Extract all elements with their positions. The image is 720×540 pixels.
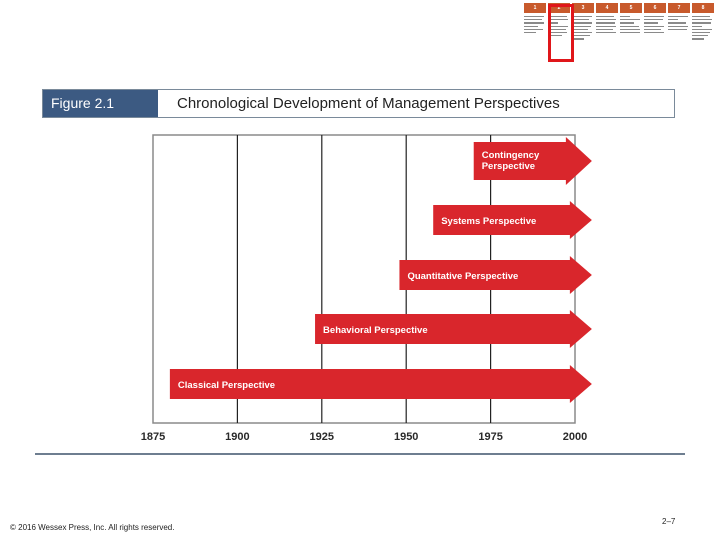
tick-label-1875: 1875 <box>141 431 165 443</box>
objective-5-header: 5 <box>620 3 642 13</box>
objective-3-header: 3 <box>572 3 594 13</box>
objective-4-text <box>596 16 618 35</box>
current-objective-highlight <box>548 4 574 62</box>
quantitative-perspective-arrow <box>399 256 592 294</box>
figure-title-bar: Figure 2.1 Chronological Development of … <box>42 89 675 118</box>
tick-label-1975: 1975 <box>478 431 502 443</box>
objective-8-text <box>692 16 714 42</box>
contingency-perspective-label-1: Contingency <box>482 150 540 161</box>
objective-2-text <box>548 16 570 38</box>
footer-divider <box>35 453 685 455</box>
objective-6-text <box>644 16 666 35</box>
objective-2-header: 2 <box>548 3 570 13</box>
figure-label: Figure 2.1 <box>43 90 158 117</box>
tick-label-2000: 2000 <box>563 431 587 443</box>
objective-6-header: 6 <box>644 3 666 13</box>
behavioral-perspective-arrow <box>315 310 592 348</box>
objective-5-text <box>620 16 642 35</box>
classical-perspective-arrow <box>169 365 592 403</box>
objective-8-header: 8 <box>692 3 714 13</box>
copyright-notice: © 2016 Wessex Press, Inc. All rights res… <box>10 523 175 532</box>
objective-4-header: 4 <box>596 3 618 13</box>
quantitative-perspective-label: Quantitative Perspective <box>407 271 518 282</box>
contingency-perspective-label-2: Perspective <box>482 161 535 172</box>
tick-label-1950: 1950 <box>394 431 418 443</box>
behavioral-perspective-label: Behavioral Perspective <box>323 325 428 336</box>
learning-objectives-strip: 1 2 3 4 5 6 7 8 <box>524 3 714 53</box>
objective-1-header: 1 <box>524 3 546 13</box>
objective-7-text <box>668 16 690 32</box>
contingency-perspective-arrow <box>473 137 592 185</box>
systems-perspective-label: Systems Perspective <box>441 216 536 227</box>
classical-perspective-label: Classical Perspective <box>178 380 275 391</box>
objective-3-text <box>572 16 594 42</box>
figure-title: Chronological Development of Management … <box>177 95 560 112</box>
tick-label-1925: 1925 <box>310 431 334 443</box>
tick-label-1900: 1900 <box>225 431 249 443</box>
page-number: 2–7 <box>662 517 676 526</box>
systems-perspective-arrow <box>433 201 592 239</box>
objective-1-text <box>524 16 546 35</box>
objective-7-header: 7 <box>668 3 690 13</box>
